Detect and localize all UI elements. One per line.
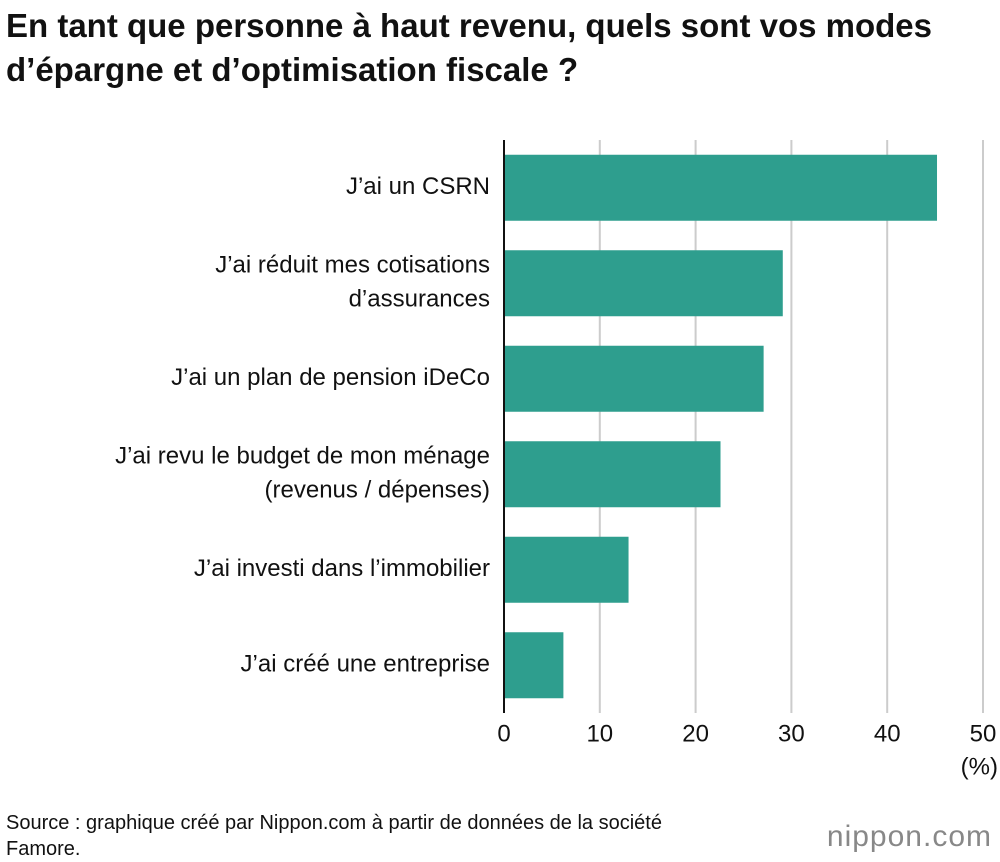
x-tick-label: 50: [970, 720, 997, 747]
x-axis-label: (%): [961, 753, 998, 780]
bar: [504, 250, 783, 317]
x-tick-label: 30: [778, 720, 805, 747]
chart: 0 10 20 30 40 50 (%) J’ai un CSRN J’ai réduit me…: [115, 140, 998, 780]
logo: nippon.com: [826, 820, 992, 853]
y-tick-label: J’ai revu le budget de mon ménage: [115, 443, 490, 470]
x-tick-label: 0: [497, 720, 510, 747]
bar: [504, 345, 764, 412]
y-tick-label: J’ai un CSRN: [346, 173, 490, 200]
chart-title: En tant que personne à haut revenu, quel…: [6, 7, 933, 88]
y-tick-label: J’ai un plan de pension iDeCo: [171, 364, 490, 391]
y-tick-label: J’ai investi dans l’immobilier: [194, 555, 490, 582]
y-tick-label: J’ai réduit mes cotisations: [215, 252, 490, 279]
bar: [504, 632, 564, 699]
y-tick-label: J’ai créé une entreprise: [241, 651, 490, 678]
bar: [504, 441, 721, 508]
x-tick-label: 10: [586, 720, 613, 747]
y-tick-label: d’assurances: [349, 286, 490, 313]
y-tick-label: (revenus / dépenses): [265, 477, 490, 504]
x-tick-label: 20: [682, 720, 709, 747]
x-tick-label: 40: [874, 720, 901, 747]
bar: [504, 154, 938, 221]
bar: [504, 536, 629, 603]
source-note: Source : graphique créé par Nippon.com à…: [6, 812, 662, 860]
